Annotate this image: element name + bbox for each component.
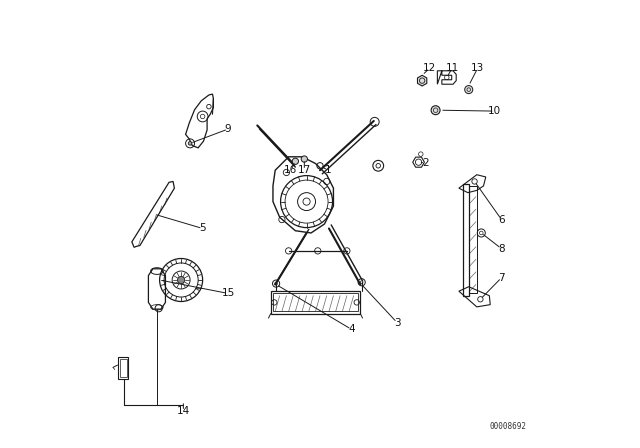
Text: 6: 6 bbox=[498, 215, 505, 224]
Text: 8: 8 bbox=[498, 244, 505, 254]
Circle shape bbox=[177, 276, 185, 284]
Bar bbox=[463, 184, 468, 296]
Text: 4: 4 bbox=[348, 324, 355, 334]
Circle shape bbox=[292, 158, 298, 164]
Bar bbox=[120, 359, 127, 377]
Text: 15: 15 bbox=[221, 289, 235, 298]
Text: 3: 3 bbox=[394, 318, 401, 327]
Text: 7: 7 bbox=[498, 273, 505, 283]
Text: 11: 11 bbox=[445, 63, 459, 73]
Bar bbox=[118, 357, 128, 379]
Text: 13: 13 bbox=[471, 63, 484, 73]
Bar bbox=[273, 293, 358, 311]
Text: 16: 16 bbox=[284, 165, 298, 175]
Circle shape bbox=[301, 156, 307, 162]
Text: 9: 9 bbox=[225, 124, 232, 134]
Bar bbox=[468, 186, 477, 293]
Text: 12: 12 bbox=[423, 63, 436, 73]
Polygon shape bbox=[417, 75, 427, 86]
Circle shape bbox=[465, 86, 473, 94]
Text: 17: 17 bbox=[298, 165, 311, 175]
Circle shape bbox=[431, 106, 440, 115]
Text: 14: 14 bbox=[177, 406, 190, 416]
Bar bbox=[271, 291, 360, 314]
Text: 5: 5 bbox=[199, 224, 206, 233]
Text: 10: 10 bbox=[488, 106, 501, 116]
Text: 00008692: 00008692 bbox=[489, 422, 526, 431]
Circle shape bbox=[188, 142, 192, 145]
Text: 2: 2 bbox=[422, 158, 429, 168]
Text: 1: 1 bbox=[324, 165, 332, 175]
